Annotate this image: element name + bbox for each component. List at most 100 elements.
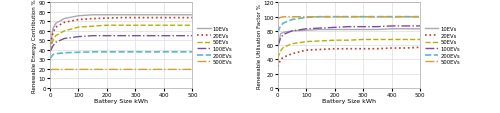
500EVs [403, 17, 409, 18]
10EVs [318, 30, 324, 31]
50EVs [132, 25, 138, 27]
200EVs [346, 17, 352, 18]
20EVs [360, 49, 366, 50]
200EVs [50, 54, 56, 56]
50EVs [52, 36, 59, 37]
100EVs [52, 42, 59, 44]
500EVs [274, 19, 280, 20]
10EVs [132, 15, 138, 16]
200EVs [161, 52, 167, 53]
Legend: 10EVs, 20EVs, 50EVs, 100EVs, 200EVs, 500EVs: 10EVs, 20EVs, 50EVs, 100EVs, 200EVs, 500… [424, 26, 461, 66]
50EVs [303, 42, 309, 43]
200EVs [146, 52, 152, 53]
20EVs [50, 33, 56, 34]
200EVs [190, 52, 196, 53]
50EVs [50, 40, 56, 42]
10EVs [374, 30, 380, 31]
10EVs [161, 15, 167, 16]
100EVs [278, 38, 283, 39]
200EVs [289, 20, 295, 21]
20EVs [374, 49, 380, 50]
20EVs [278, 59, 283, 61]
200EVs [388, 17, 394, 18]
500EVs [132, 69, 138, 71]
500EVs [303, 17, 309, 18]
500EVs [161, 69, 167, 71]
Line: 10EVs: 10EVs [50, 16, 193, 49]
10EVs [118, 15, 124, 16]
10EVs [417, 29, 423, 30]
X-axis label: Battery Size kWh: Battery Size kWh [322, 99, 376, 104]
200EVs [280, 23, 286, 25]
10EVs [175, 15, 181, 16]
200EVs [417, 17, 423, 18]
20EVs [76, 20, 82, 21]
100EVs [190, 36, 196, 37]
200EVs [332, 17, 338, 18]
10EVs [278, 34, 283, 35]
10EVs [90, 15, 96, 16]
500EVs [104, 69, 110, 71]
500EVs [190, 69, 196, 71]
20EVs [303, 50, 309, 51]
Line: 500EVs: 500EVs [278, 18, 420, 20]
100EVs [61, 39, 67, 40]
50EVs [388, 39, 394, 41]
200EVs [47, 58, 53, 60]
100EVs [346, 27, 352, 28]
500EVs [360, 17, 366, 18]
10EVs [289, 31, 295, 32]
200EVs [318, 17, 324, 18]
100EVs [417, 26, 423, 27]
100EVs [118, 36, 124, 37]
50EVs [278, 51, 283, 52]
200EVs [175, 52, 181, 53]
20EVs [289, 54, 295, 55]
Line: 50EVs: 50EVs [50, 26, 193, 51]
10EVs [280, 32, 286, 34]
100EVs [403, 26, 409, 27]
500EVs [61, 69, 67, 71]
10EVs [146, 15, 152, 16]
50EVs [318, 41, 324, 42]
20EVs [90, 19, 96, 20]
Line: 20EVs: 20EVs [50, 18, 193, 49]
500EVs [318, 17, 324, 18]
20EVs [190, 18, 196, 19]
Line: 100EVs: 100EVs [278, 27, 420, 47]
100EVs [374, 27, 380, 28]
50EVs [190, 25, 196, 27]
10EVs [50, 29, 56, 30]
20EVs [47, 48, 53, 49]
50EVs [76, 27, 82, 29]
10EVs [360, 30, 366, 31]
10EVs [388, 29, 394, 30]
Line: 10EVs: 10EVs [278, 29, 420, 48]
10EVs [274, 47, 280, 49]
50EVs [47, 51, 53, 52]
50EVs [289, 44, 295, 45]
50EVs [146, 25, 152, 27]
10EVs [403, 29, 409, 30]
100EVs [146, 36, 152, 37]
500EVs [175, 69, 181, 71]
50EVs [360, 39, 366, 41]
50EVs [118, 25, 124, 27]
100EVs [90, 36, 96, 37]
20EVs [132, 18, 138, 19]
20EVs [61, 22, 67, 24]
100EVs [289, 31, 295, 32]
50EVs [374, 39, 380, 41]
10EVs [190, 15, 196, 16]
10EVs [104, 15, 110, 16]
100EVs [47, 52, 53, 53]
100EVs [161, 36, 167, 37]
20EVs [274, 66, 280, 68]
100EVs [360, 27, 366, 28]
50EVs [61, 31, 67, 32]
X-axis label: Battery Size kWh: Battery Size kWh [94, 99, 148, 104]
20EVs [417, 47, 423, 49]
100EVs [175, 36, 181, 37]
500EVs [50, 69, 56, 71]
Line: 20EVs: 20EVs [278, 48, 420, 67]
